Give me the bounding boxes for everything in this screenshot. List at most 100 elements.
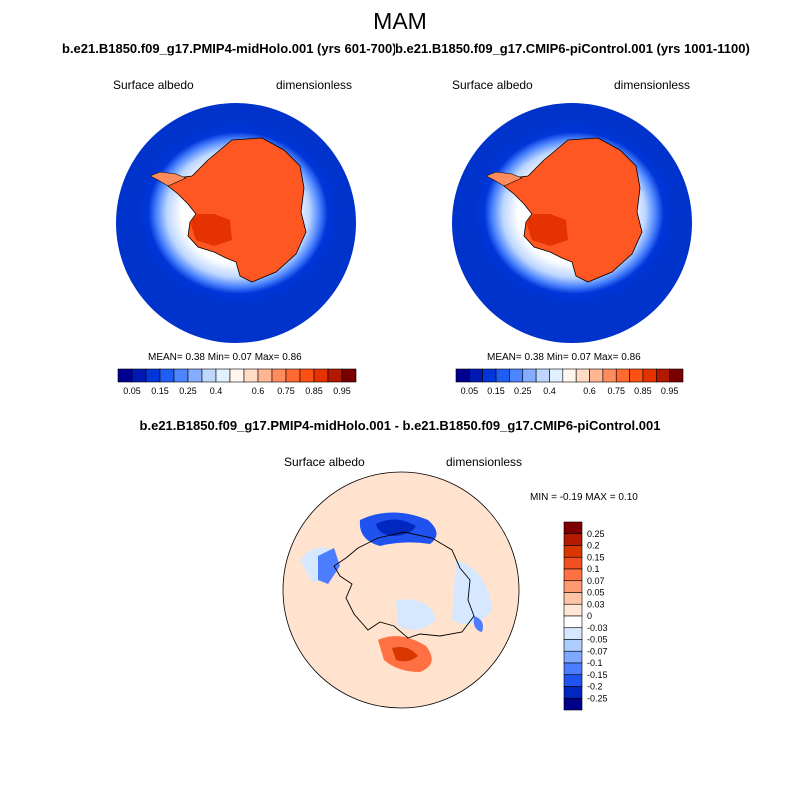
panel3-disc (282, 471, 520, 709)
panel1-map (116, 103, 356, 343)
panel3-colorbar-tick-label: 0 (587, 611, 592, 621)
panel2-colorbar-tick-label: 0.15 (487, 386, 505, 396)
panel1-colorbar-swatch (215, 368, 231, 383)
panel1-colorbar-tick-label: 0.05 (123, 386, 141, 396)
panel3-colorbar-swatch (563, 697, 583, 711)
panel2-map (452, 103, 692, 343)
panel1-variable-label: Surface albedo (113, 78, 194, 92)
panel3-minmax-stats: MIN = -0.19 MAX = 0.10 (530, 492, 638, 503)
panel3-weak-negative-interior (396, 599, 436, 630)
panel3-colorbar-swatch (563, 556, 583, 570)
panel3-colorbar-swatch (563, 627, 583, 640)
panel1-colorbar-swatch (117, 368, 133, 383)
panel2-colorbar-swatch (455, 368, 470, 383)
panel2-colorbar-swatch (629, 368, 644, 383)
panel3-colorbar-tick-label: -0.07 (587, 646, 608, 656)
panel2-ice-shelf (526, 214, 568, 246)
panel1-colorbar-tick-label: 0.4 (210, 386, 223, 396)
panel2-colorbar-swatch (602, 368, 617, 383)
panel1-colorbar-swatch (173, 368, 189, 383)
panel2-colorbar-swatch (495, 368, 510, 383)
panel3-colorbar-swatch (563, 650, 583, 664)
panel3-weddell-negative (318, 548, 340, 584)
panel1-colorbar-tick-label: 0.25 (179, 386, 197, 396)
panel1-colorbar-swatch (201, 368, 217, 383)
panel3-colorbar-swatch (563, 545, 583, 558)
panel2-colorbar-tick-label: 0.75 (607, 386, 625, 396)
panel1-colorbar-tick-label: 0.6 (252, 386, 265, 396)
panel2-colorbar-swatch (615, 368, 630, 383)
panel1-colorbar-swatch (299, 368, 315, 383)
panel3-colorbar-swatch (563, 568, 583, 582)
panel1-subtitle: b.e21.B1850.f09_g17.PMIP4-midHolo.001 (y… (62, 41, 397, 56)
panel1-colorbar-swatch (313, 368, 329, 383)
panel3-colorbar-swatch (563, 674, 583, 687)
panel2-peninsula (485, 171, 523, 187)
panel2-colorbar-swatch (469, 368, 484, 383)
panel3-colorbar-swatch (563, 592, 583, 605)
panel3-weak-negative-east (452, 560, 492, 625)
panel1-colorbar-swatch (229, 368, 245, 383)
panel1-colorbar-tick-label: 0.95 (333, 386, 351, 396)
panel1-colorbar-swatch (257, 368, 273, 383)
panel3-colorbar-tick-label: -0.15 (587, 670, 608, 680)
panel3-colorbar-swatch (563, 533, 583, 546)
panel2-colorbar-swatch (589, 368, 604, 383)
panel1-colorbar-swatch (285, 368, 301, 383)
panel3-negative-anomaly-core (376, 519, 416, 536)
panel3-colorbar-tick-label: -0.1 (587, 658, 603, 668)
panel2-colorbar-swatch (535, 368, 550, 383)
panel1-colorbar-swatch (131, 368, 147, 383)
panel3-colorbar-tick-label: 0.03 (587, 599, 605, 609)
panel2-colorbar-swatch (482, 368, 497, 383)
panel1-colorbar-tick-label: 0.85 (305, 386, 323, 396)
panel1-colorbar-swatch (159, 368, 175, 383)
panel1-mean-min-max: MEAN= 0.38 Min= 0.07 Max= 0.86 (148, 352, 302, 363)
panel2-colorbar-swatch (522, 368, 537, 383)
panel2-colorbar-tick-label: 0.6 (583, 386, 596, 396)
panel3-colorbar: 0.250.20.150.10.070.050.030-0.03-0.05-0.… (563, 521, 608, 711)
panel1-colorbar-swatch (327, 368, 343, 383)
panel2-colorbar-swatch (575, 368, 590, 383)
panel2-variable-label: Surface albedo (452, 78, 533, 92)
panel2-colorbar-tick-label: 0.4 (543, 386, 556, 396)
panel1-colorbar-swatch (187, 368, 203, 383)
page-title: MAM (373, 8, 427, 34)
panel2-antarctica-ice (503, 137, 643, 283)
panel3-colorbar-swatch (563, 639, 583, 652)
panel2-colorbar-tick-label: 0.95 (661, 386, 679, 396)
panel2-colorbar: 0.05 0.15 0.25 0.4 0.6 0.75 0.85 0.95 (455, 368, 684, 396)
panel3-colorbar-tick-label: 0.1 (587, 564, 600, 574)
panel2-colorbar-swatch (669, 368, 684, 383)
panel3-colorbar-swatch (563, 603, 583, 617)
panel2-colorbar-tick-label: 0.85 (634, 386, 652, 396)
panel1-colorbar-swatch (271, 368, 287, 383)
panel1-units-label: dimensionless (276, 78, 353, 92)
panel1-colorbar: 0.05 0.15 0.25 0.4 0.6 0.75 0.85 0.95 (117, 368, 357, 396)
panel3-variable-label: Surface albedo (284, 455, 365, 469)
panel2-mean-min-max: MEAN= 0.38 Min= 0.07 Max= 0.86 (487, 352, 641, 363)
panel3-antarctica-coastline (333, 531, 475, 639)
panel1-colorbar-swatch (341, 368, 357, 383)
panel2-colorbar-tick-label: 0.25 (514, 386, 532, 396)
panel3-colorbar-tick-label: 0.2 (587, 541, 600, 551)
panel1-colorbar-tick-label: 0.15 (151, 386, 169, 396)
panel1-colorbar-swatch (243, 368, 259, 383)
panel3-colorbar-swatch (563, 580, 583, 593)
panel3-colorbar-tick-label: -0.25 (587, 693, 608, 703)
panel3-colorbar-tick-label: -0.03 (587, 623, 608, 633)
panel2-subtitle: b.e21.B1850.f09_g17.CMIP6-piControl.001 … (395, 41, 750, 56)
panel3-colorbar-tick-label: 0.25 (587, 529, 605, 539)
panel1-colorbar-tick-label: 0.75 (277, 386, 295, 396)
panel3-subtitle: b.e21.B1850.f09_g17.PMIP4-midHolo.001 - … (139, 418, 661, 433)
panel2-colorbar-swatch (549, 368, 564, 383)
panel3-east-negative (473, 616, 483, 632)
panel2-colorbar-swatch (655, 368, 670, 383)
panel3-units-label: dimensionless (446, 455, 523, 469)
panel3-colorbar-swatch (563, 615, 583, 629)
panel3-colorbar-tick-label: 0.07 (587, 576, 605, 586)
panel1-antarctica-ice (167, 137, 307, 283)
panel2-colorbar-swatch (642, 368, 657, 383)
panel3-colorbar-swatch (563, 662, 583, 676)
